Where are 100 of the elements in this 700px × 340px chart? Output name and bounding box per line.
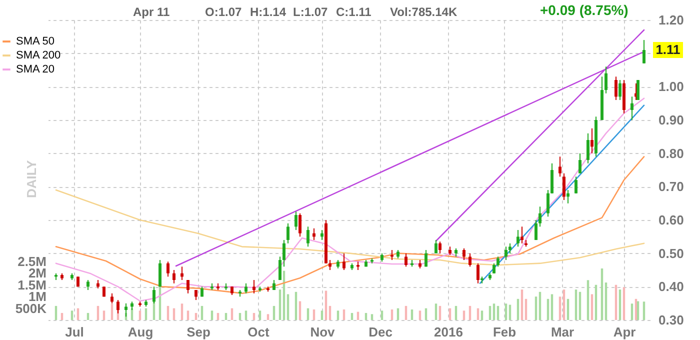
- candlestick: [468, 252, 472, 268]
- text: Vol:785.14K: [390, 5, 458, 19]
- bar: [60, 312, 64, 320]
- bar: [622, 287, 626, 320]
- text: C:1.11: [336, 5, 372, 19]
- candlestick: [166, 261, 170, 278]
- candlestick: [110, 292, 114, 304]
- bar: [210, 310, 214, 320]
- bar: [380, 310, 384, 320]
- line-series: [55, 98, 645, 302]
- y-tick-label: 0.90: [658, 112, 684, 128]
- candlestick: [424, 250, 428, 268]
- bar: [350, 312, 354, 320]
- bar: [468, 306, 472, 320]
- candlestick: [520, 226, 524, 244]
- bar: [562, 290, 566, 320]
- bar: [496, 306, 500, 320]
- bar: [166, 306, 170, 320]
- text: H:1.14: [250, 5, 286, 19]
- y-tick-label: 0.60: [658, 212, 684, 228]
- bar: [614, 284, 618, 320]
- bar: [216, 312, 220, 320]
- bar: [266, 314, 270, 320]
- bar: [480, 310, 484, 320]
- x-tick-label: Feb: [492, 324, 516, 340]
- bar: [488, 306, 492, 320]
- bar: [70, 310, 74, 320]
- bar: [558, 296, 562, 320]
- bar: [586, 280, 590, 320]
- bar: [550, 294, 554, 320]
- bar: [634, 298, 638, 320]
- candlestick: [462, 248, 466, 260]
- bar: [186, 310, 190, 320]
- bar: [546, 298, 550, 320]
- candlestick: [492, 262, 496, 274]
- candlestick: [550, 162, 554, 194]
- bar: [492, 304, 496, 320]
- candlestick: [534, 220, 538, 240]
- x-tick-label: Aug: [128, 324, 154, 340]
- candlestick: [562, 172, 566, 200]
- x-tick-label: Sep: [186, 324, 210, 340]
- candlestick: [614, 76, 618, 100]
- candlestick: [504, 246, 508, 260]
- line-series: [55, 156, 645, 294]
- bar: [320, 310, 324, 320]
- y-tick-label: 1.00: [658, 79, 684, 94]
- candlestick: [306, 226, 310, 248]
- annotation: 1.11: [656, 42, 680, 57]
- candlestick: [342, 252, 346, 270]
- bar: [286, 294, 290, 320]
- candlestick: [578, 152, 582, 174]
- candlestick: [434, 240, 438, 254]
- candlestick: [516, 230, 520, 248]
- bar: [404, 306, 408, 320]
- x-tick-label: Jul: [65, 324, 84, 340]
- bar: [86, 312, 90, 320]
- candlestick: [546, 190, 550, 218]
- candlestick: [604, 66, 608, 94]
- bar: [524, 298, 528, 320]
- x-tick-label: Apr: [613, 324, 636, 340]
- candlestick: [180, 266, 184, 280]
- candlestick: [244, 282, 248, 294]
- y-tick-label: 0.30: [658, 312, 684, 328]
- candlestick: [390, 250, 394, 260]
- candlestick: [586, 132, 590, 164]
- bar: [370, 314, 374, 320]
- bar: [538, 292, 542, 320]
- candlestick: [312, 228, 316, 240]
- candlestick: [404, 252, 408, 268]
- bar: [590, 294, 594, 320]
- bar: [110, 304, 114, 320]
- bar: [102, 310, 106, 320]
- bar: [438, 306, 442, 320]
- candlestick: [86, 280, 90, 290]
- bar: [516, 298, 520, 320]
- candlestick: [186, 280, 190, 294]
- text: +0.09 (8.75%): [540, 2, 628, 18]
- bar: [298, 301, 302, 320]
- bar: [96, 306, 100, 320]
- bar: [454, 306, 458, 320]
- bar: [410, 309, 414, 320]
- bar: [604, 282, 608, 320]
- bar: [578, 292, 582, 320]
- candlestick: [618, 80, 622, 100]
- bar: [642, 302, 646, 320]
- candlestick: [282, 240, 286, 268]
- bar: [278, 290, 282, 320]
- bar: [504, 304, 508, 320]
- candlestick: [438, 241, 442, 254]
- bar: [434, 304, 438, 320]
- bar: [328, 306, 332, 320]
- candlestick: [328, 260, 332, 270]
- bar: [336, 310, 340, 320]
- legend-label: SMA 200: [16, 50, 61, 62]
- bar: [566, 298, 570, 320]
- bar: [534, 296, 538, 320]
- x-tick-label: Oct: [248, 324, 270, 340]
- candlestick: [642, 40, 646, 64]
- text: Apr 11: [133, 5, 170, 19]
- x-tick-label: Nov: [310, 324, 336, 340]
